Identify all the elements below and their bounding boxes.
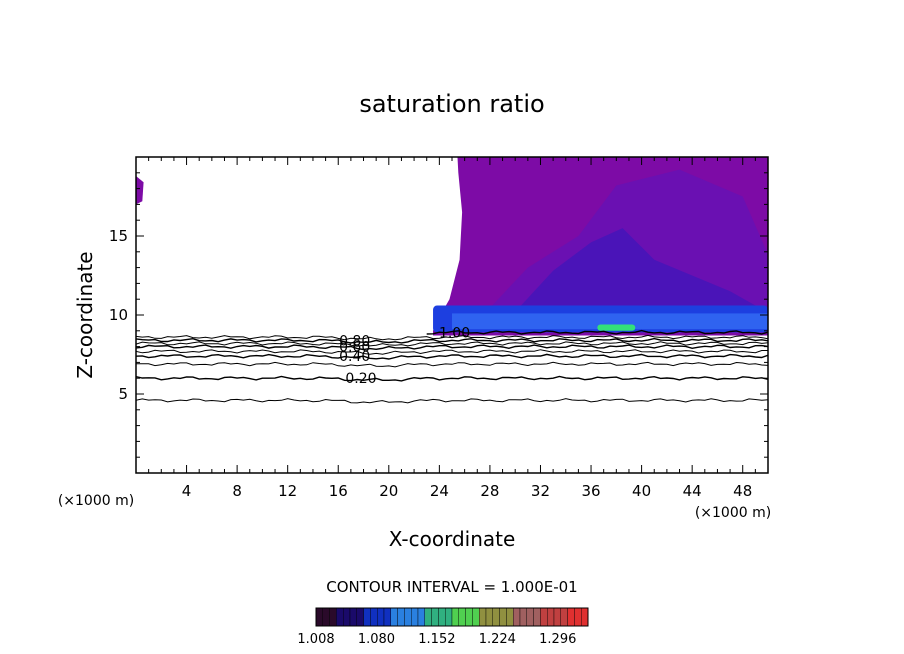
colorbar-cell: [445, 607, 453, 627]
colorbar-cell: [533, 607, 541, 627]
colorbar-cell: [336, 607, 344, 627]
contour-label: 0.40: [339, 349, 370, 365]
fill-region-max: [597, 324, 636, 331]
chart-title: saturation ratio: [359, 90, 544, 118]
colorbar-tick-label: 1.152: [418, 632, 455, 647]
x-tick-label: 12: [278, 482, 297, 500]
contour-lines: [136, 329, 768, 404]
colorbar-cell: [390, 607, 398, 627]
contour-line: [136, 349, 768, 355]
fill-region-inner: [515, 228, 756, 322]
contour-label: 0.60: [339, 340, 370, 356]
colorbar-tick-label: 1.296: [539, 632, 576, 647]
colorbar-cell: [485, 607, 494, 627]
supersaturation-fill: [136, 157, 768, 336]
fill-patch-left: [136, 175, 144, 205]
x-axis-label: X-coordinate: [389, 527, 516, 551]
colorbar-cell: [315, 607, 324, 627]
colorbar-cell: [363, 607, 371, 627]
colorbar-cell: [472, 607, 480, 627]
colorbar-cell: [411, 607, 419, 627]
contour-label: 0.80: [339, 333, 370, 349]
colorbar-cell: [322, 607, 330, 627]
colorbar-cell: [581, 607, 589, 627]
colorbar-tick-label: 1.008: [297, 632, 334, 647]
x-tick-label: 48: [733, 482, 752, 500]
contour-line: [136, 375, 768, 382]
x-ticks: 4 8 12 16 20 24 28 32 36 40 44 48: [148, 157, 756, 500]
x-tick-label: 8: [232, 482, 242, 500]
y-ticks: 5 10 15: [109, 172, 768, 458]
colorbar-cell: [383, 607, 392, 627]
colorbar-cell: [356, 607, 364, 627]
colorbar-cell: [397, 607, 405, 627]
colorbar-tick-label: 1.224: [479, 632, 516, 647]
colorbar-cell: [553, 607, 562, 627]
colorbar-cell: [431, 607, 439, 627]
colorbar: 1.008 1.080 1.152 1.224 1.296: [297, 607, 589, 647]
colorbar-tick-label: 1.080: [358, 632, 395, 647]
y-tick-label: 5: [118, 385, 128, 403]
contour-label: 0.20: [345, 371, 376, 387]
contour-interval-label: CONTOUR INTERVAL = 1.000E-01: [326, 578, 577, 596]
contour-label: 1.00: [439, 325, 470, 341]
x-tick-label: 24: [430, 482, 449, 500]
colorbar-cell: [349, 607, 358, 627]
colorbar-cell: [519, 607, 528, 627]
x-unit-left: (×1000 m): [58, 493, 134, 509]
contour-line: [136, 361, 768, 368]
colorbar-cell: [417, 607, 426, 627]
x-tick-label: 16: [329, 482, 348, 500]
x-tick-label: 28: [480, 482, 499, 500]
y-tick-label: 10: [109, 306, 128, 324]
y-tick-label: 15: [109, 227, 128, 245]
x-tick-label: 40: [632, 482, 651, 500]
contour-line: [136, 353, 768, 360]
colorbar-cell: [547, 607, 555, 627]
contour-line: [136, 337, 768, 344]
colorbar-cell: [479, 607, 487, 627]
y-axis-label: Z-coordinate: [73, 251, 97, 378]
colorbar-cell: [465, 607, 473, 627]
colorbar-cell: [492, 607, 500, 627]
contour-line: [136, 334, 768, 341]
x-tick-label: 44: [683, 482, 702, 500]
colorbar-cell: [567, 607, 575, 627]
plot-area: 0.200.400.600.80 1.00 4 8 12 16 20 24 28 32 36 40 4…: [109, 156, 769, 500]
contour-line: [136, 341, 768, 347]
colorbar-cell: [329, 607, 337, 627]
colorbar-cell: [451, 607, 460, 627]
fill-region-core-bright: [452, 313, 768, 330]
colorbar-cell: [526, 607, 534, 627]
colorbar-cell: [424, 607, 432, 627]
colorbar-cell: [404, 607, 412, 627]
x-tick-label: 32: [531, 482, 550, 500]
colorbar-cell: [458, 607, 466, 627]
colorbar-cell: [560, 607, 568, 627]
colorbar-cell: [377, 607, 385, 627]
colorbar-cell: [370, 607, 378, 627]
colorbar-frame: [315, 607, 589, 627]
colorbar-cell: [499, 607, 507, 627]
colorbar-cell: [513, 607, 521, 627]
x-unit-right: (×1000 m): [695, 505, 771, 521]
colorbar-cell: [574, 607, 582, 627]
contour-line: [136, 398, 768, 404]
x-tick-label: 36: [581, 482, 600, 500]
colorbar-cell: [540, 607, 548, 627]
colorbar-cell: [343, 607, 351, 627]
contour-line: [426, 329, 768, 335]
contour-line: [136, 344, 768, 351]
x-tick-label: 4: [182, 482, 192, 500]
colorbar-cell: [438, 607, 446, 627]
contour-labels: 0.20 0.400.600.80 1.00: [339, 325, 470, 387]
colorbar-cell: [506, 607, 514, 627]
x-tick-label: 20: [379, 482, 398, 500]
